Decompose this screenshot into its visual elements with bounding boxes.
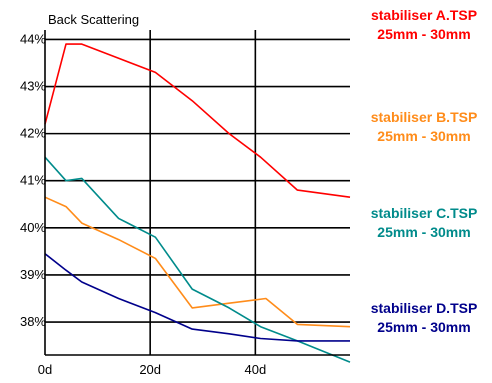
x-tick-label: 40d [244, 362, 266, 377]
legend-series-size: 25mm - 30mm [377, 26, 470, 42]
chart-title: Back Scattering [48, 12, 139, 27]
x-tick-label: 20d [139, 362, 161, 377]
series-line-c [44, 156, 351, 363]
y-tick-label: 44% [20, 31, 46, 46]
legend-series-name: stabiliser B.TSP [371, 109, 478, 125]
x-tick-label: 0d [38, 362, 52, 377]
legend-series-size: 25mm - 30mm [377, 319, 470, 335]
series-line-b [44, 196, 351, 328]
axes: 44% 43% 42% 41% 40% 39% 38% 0d 20d 40d [20, 30, 350, 377]
legend-series-name: stabiliser A.TSP [371, 7, 477, 23]
legend: stabiliser A.TSP 25mm - 30mm stabiliser B.… [371, 7, 478, 335]
y-tick-label: 41% [20, 173, 46, 188]
y-tick-label: 39% [20, 267, 46, 282]
y-tick-label: 42% [20, 126, 46, 141]
series-lines [44, 43, 351, 363]
y-tick-label: 40% [20, 220, 46, 235]
series-line-a [44, 43, 351, 198]
grid [45, 30, 350, 355]
y-tick-label: 38% [20, 314, 46, 329]
legend-series-size: 25mm - 30mm [377, 128, 470, 144]
series-line-d [44, 253, 350, 342]
legend-series-size: 25mm - 30mm [377, 224, 470, 240]
legend-series-name: stabiliser D.TSP [371, 300, 478, 316]
y-tick-label: 43% [20, 79, 46, 94]
legend-series-name: stabiliser C.TSP [371, 205, 478, 221]
